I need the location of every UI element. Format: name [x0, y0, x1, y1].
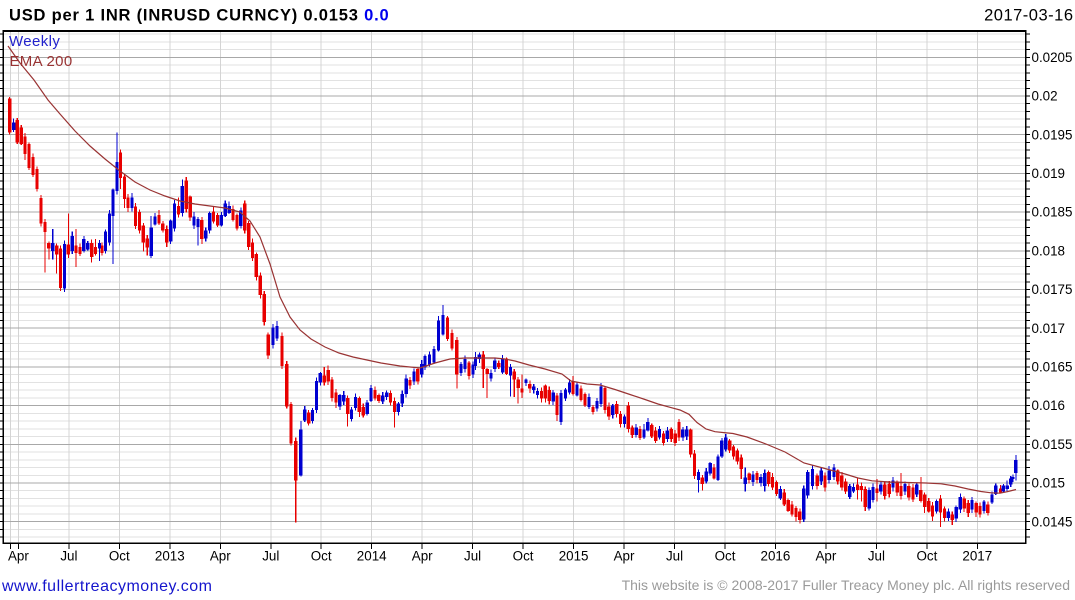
svg-text:Oct: Oct — [109, 549, 130, 564]
svg-text:Oct: Oct — [916, 549, 937, 564]
svg-text:Oct: Oct — [311, 549, 332, 564]
svg-text:Jul: Jul — [868, 549, 885, 564]
svg-text:0.0175: 0.0175 — [1032, 282, 1073, 297]
svg-text:Apr: Apr — [8, 549, 29, 564]
svg-text:Oct: Oct — [715, 549, 736, 564]
svg-text:0.018: 0.018 — [1032, 243, 1066, 258]
svg-text:0.0185: 0.0185 — [1032, 205, 1073, 220]
svg-text:0.0205: 0.0205 — [1032, 50, 1073, 65]
svg-text:Apr: Apr — [614, 549, 635, 564]
svg-text:Jul: Jul — [464, 549, 481, 564]
svg-text:0.016: 0.016 — [1032, 398, 1066, 413]
svg-text:EMA 200: EMA 200 — [10, 53, 73, 70]
svg-text:0.0155: 0.0155 — [1032, 437, 1073, 452]
svg-text:2013: 2013 — [155, 549, 185, 564]
svg-text:0.0145: 0.0145 — [1032, 514, 1073, 529]
svg-text:0.0195: 0.0195 — [1032, 127, 1073, 142]
svg-text:Oct: Oct — [513, 549, 534, 564]
svg-text:0.0165: 0.0165 — [1032, 360, 1073, 375]
svg-text:Apr: Apr — [412, 549, 433, 564]
svg-text:Weekly: Weekly — [9, 33, 60, 50]
svg-text:0.015: 0.015 — [1032, 476, 1066, 491]
svg-text:This website is © 2008-2017 Fu: This website is © 2008-2017 Fuller Treac… — [622, 577, 1070, 593]
svg-text:USD per 1 INR (INRUSD CURNCY): USD per 1 INR (INRUSD CURNCY) 0.0153 0.0 — [9, 7, 389, 25]
svg-text:2017-03-16: 2017-03-16 — [984, 7, 1073, 25]
svg-text:2014: 2014 — [357, 549, 387, 564]
svg-text:0.019: 0.019 — [1032, 166, 1066, 181]
svg-text:Apr: Apr — [815, 549, 836, 564]
svg-text:2016: 2016 — [761, 549, 791, 564]
svg-text:Jul: Jul — [262, 549, 279, 564]
svg-text:0.02: 0.02 — [1032, 89, 1058, 104]
svg-text:Jul: Jul — [60, 549, 77, 564]
svg-text:www.fullertreacymoney.com: www.fullertreacymoney.com — [1, 578, 212, 595]
svg-text:2015: 2015 — [559, 549, 589, 564]
svg-text:0.017: 0.017 — [1032, 321, 1066, 336]
svg-text:Jul: Jul — [666, 549, 683, 564]
svg-text:2017: 2017 — [962, 549, 992, 564]
svg-text:Apr: Apr — [210, 549, 231, 564]
